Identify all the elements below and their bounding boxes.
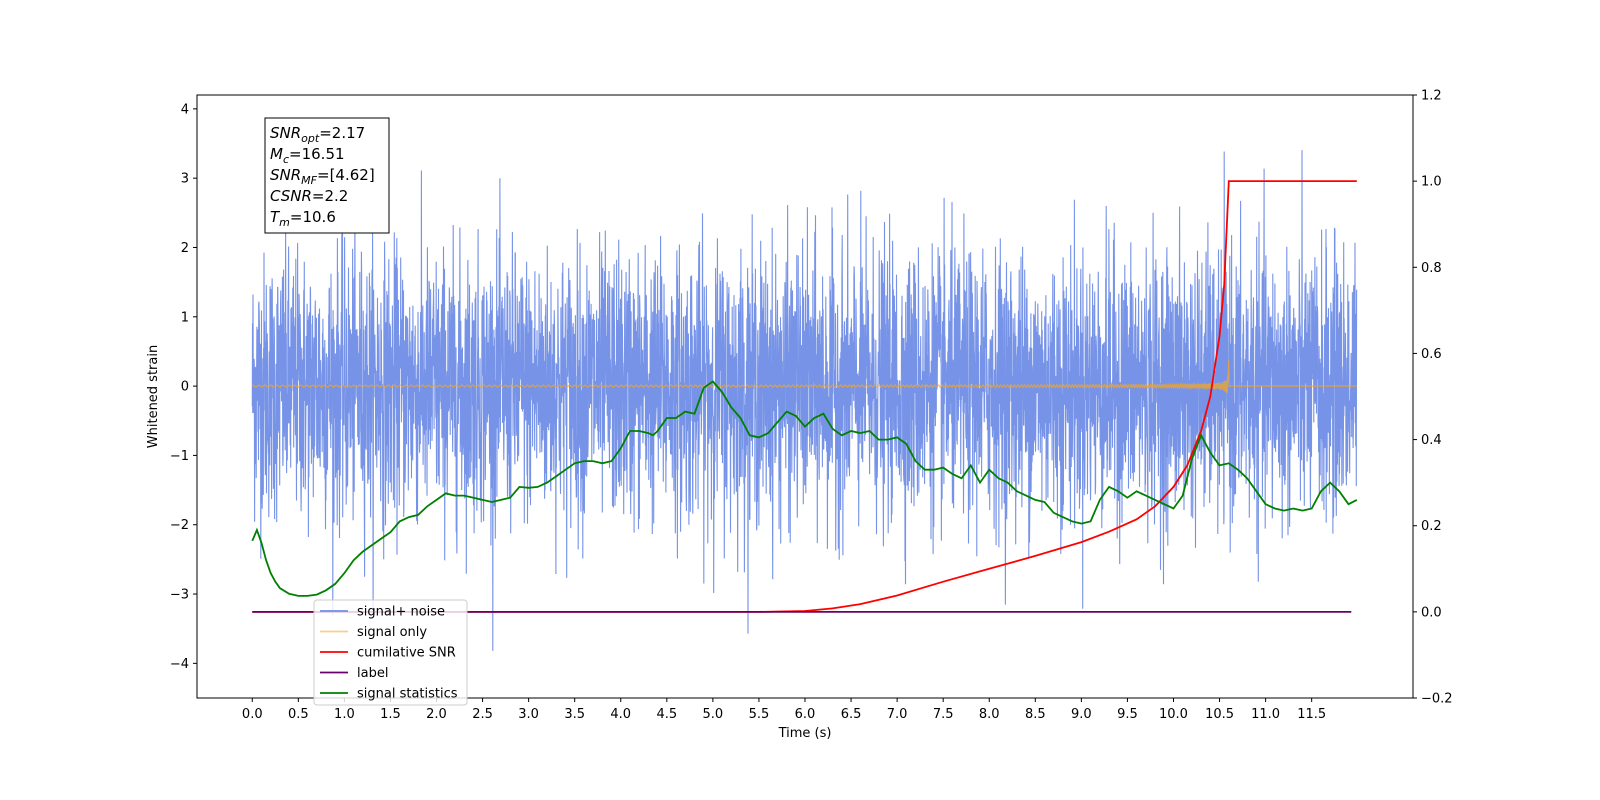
x-tick-label: 7.5 — [933, 707, 954, 722]
annotation-symbol: M — [270, 145, 283, 163]
y-right-tick-label: 0.8 — [1421, 261, 1442, 276]
noise-line — [251, 150, 1358, 651]
x-tick-label: 10.0 — [1159, 707, 1188, 722]
annotation-line: Tm=10.6 — [270, 208, 336, 229]
annotation-value: =2.2 — [312, 187, 348, 205]
x-tick-label: 3.5 — [564, 707, 585, 722]
annotation-value: =2.17 — [319, 124, 365, 142]
y-axis-right-ticks: 1.2 1.0 0.8 0.6 0.4 0.2 0.0 −0.2 — [1413, 89, 1453, 707]
x-axis-ticks: 0.0 0.5 1.0 1.5 2.0 2.5 3.0 3.5 4.0 4.5 5.0 5.5 6.0 6… — [242, 698, 1326, 722]
annotation-subscript: opt — [301, 132, 320, 145]
annotation-subscript: m — [279, 216, 290, 229]
x-tick-label: 7.0 — [887, 707, 908, 722]
y-left-tick-label: −1 — [170, 449, 189, 464]
legend-entry: signal+ noise — [357, 605, 445, 620]
legend: signal+ noise signal only cumilative SNR la… — [313, 599, 468, 706]
y-right-tick-label: 1.2 — [1421, 89, 1442, 104]
y-left-tick-label: −3 — [170, 588, 189, 603]
x-tick-label: 10.5 — [1205, 707, 1234, 722]
series-cumilative-snr — [252, 180, 1357, 613]
series-signal-plus-noise — [251, 150, 1358, 651]
annotation-subscript: MF — [301, 174, 317, 187]
x-tick-label: 2.0 — [426, 707, 447, 722]
x-tick-label: 1.0 — [334, 707, 355, 722]
legend-entry: label — [357, 666, 388, 681]
y-right-tick-label: 0.4 — [1421, 433, 1442, 448]
y-left-tick-label: 3 — [181, 172, 189, 187]
x-tick-label: 4.5 — [656, 707, 677, 722]
annotation-symbol: T — [270, 208, 281, 226]
series-signal-only — [252, 360, 1357, 394]
y-axis-label: Whitened strain — [146, 345, 161, 448]
x-tick-label: 3.0 — [518, 707, 539, 722]
series-signal-statistics — [251, 380, 1358, 597]
x-tick-label: 2.5 — [472, 707, 493, 722]
legend-entry: cumilative SNR — [357, 646, 456, 661]
x-tick-label: 5.0 — [703, 707, 724, 722]
y-right-tick-label: 1.0 — [1421, 175, 1442, 190]
y-right-tick-label: 0.2 — [1421, 519, 1442, 534]
y-left-tick-label: −2 — [170, 518, 189, 533]
x-tick-label: 11.5 — [1297, 707, 1326, 722]
y-axis-left-ticks: 4 3 2 1 0 −1 −2 −3 −4 — [170, 102, 197, 672]
legend-entry: signal only — [357, 625, 427, 640]
annotation-symbol: SNR — [270, 124, 301, 142]
y-left-tick-label: 2 — [181, 241, 189, 256]
annotation-value: =10.6 — [290, 208, 336, 226]
x-tick-label: 6.5 — [841, 707, 862, 722]
x-tick-label: 6.0 — [795, 707, 816, 722]
legend-frame — [313, 599, 468, 706]
x-axis-label: Time (s) — [778, 726, 832, 741]
x-tick-label: 9.0 — [1071, 707, 1092, 722]
stats-annotation-box: SNRopt=2.17Mc=16.51SNRMF=[4.62]CSNR=2.2T… — [264, 117, 390, 234]
legend-entry: signal statistics — [357, 687, 458, 702]
annotation-box-border — [264, 117, 390, 234]
x-tick-label: 4.0 — [610, 707, 631, 722]
y-left-tick-label: 0 — [181, 380, 189, 395]
x-tick-label: 0.0 — [242, 707, 263, 722]
x-tick-label: 11.0 — [1251, 707, 1280, 722]
y-right-tick-label: 0.0 — [1421, 605, 1442, 620]
annotation-symbol: CSNR — [270, 187, 312, 205]
x-tick-label: 8.0 — [979, 707, 1000, 722]
y-right-tick-label: 0.6 — [1421, 347, 1442, 362]
annotation-symbol: SNR — [270, 166, 301, 184]
annotation-line: SNRopt=2.17 — [270, 124, 365, 145]
annotation-subscript: c — [283, 153, 289, 166]
signal-only-line — [252, 360, 1357, 394]
annotation-line: CSNR=2.2 — [270, 187, 348, 205]
x-tick-label: 5.5 — [749, 707, 770, 722]
x-tick-label: 0.5 — [288, 707, 309, 722]
x-tick-label: 1.5 — [380, 707, 401, 722]
annotation-line: SNRMF=[4.62] — [270, 166, 375, 187]
y-left-tick-label: 4 — [181, 102, 189, 117]
y-left-tick-label: −4 — [170, 657, 189, 672]
x-tick-label: 9.5 — [1117, 707, 1138, 722]
x-tick-label: 8.5 — [1025, 707, 1046, 722]
annotation-line: Mc=16.51 — [270, 145, 345, 166]
y-right-tick-label: −0.2 — [1421, 692, 1453, 707]
annotation-value: =[4.62] — [317, 166, 375, 184]
y-left-tick-label: 1 — [181, 310, 189, 325]
annotation-value: =16.51 — [289, 145, 345, 163]
